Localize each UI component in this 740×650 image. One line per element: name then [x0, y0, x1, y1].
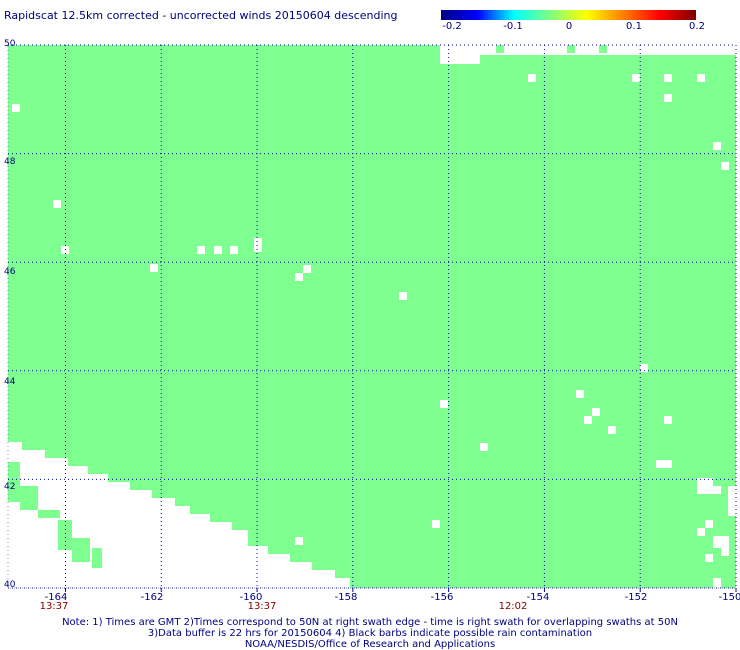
data-cell	[20, 486, 38, 510]
data-cell	[58, 520, 72, 550]
longitude-label: -150	[718, 592, 740, 603]
no-data-cell	[632, 74, 640, 82]
footnote-line-2: 3)Data buffer is 22 hrs for 20150604 4) …	[147, 628, 593, 639]
no-data-cell	[608, 426, 616, 434]
colorbar-tick: 0.2	[689, 21, 705, 32]
longitude-label: -154	[526, 592, 550, 603]
longitude-label: -164	[44, 592, 68, 603]
data-cell	[72, 538, 90, 562]
chart-title: Rapidscat 12.5km corrected - uncorrected…	[4, 9, 398, 22]
no-data-cell	[713, 536, 729, 548]
longitude-label: -162	[140, 592, 164, 603]
credit-line: NOAA/NESDIS/Office of Research and Appli…	[244, 639, 496, 650]
no-data-cell	[640, 364, 648, 372]
no-data-cell	[480, 443, 488, 451]
no-data-cell	[697, 486, 721, 494]
no-data-cell	[697, 478, 713, 486]
longitude-label: -156	[430, 592, 454, 603]
data-cell	[599, 45, 607, 53]
latitude-label: 40	[4, 580, 16, 590]
latitude-label: 44	[4, 377, 16, 387]
no-data-cell	[728, 486, 736, 516]
colorbar-tick: -0.1	[503, 21, 523, 32]
no-data-cell	[713, 578, 721, 588]
no-data-cell	[303, 265, 311, 273]
no-data-cell	[664, 416, 672, 424]
latitude-label: 48	[4, 157, 16, 167]
no-data-cell	[230, 246, 238, 254]
footnote-line-1: Note: 1) Times are GMT 2)Times correspon…	[62, 617, 678, 628]
no-data-region	[440, 45, 736, 64]
no-data-cell	[592, 408, 600, 416]
latitude-label: 50	[4, 39, 16, 49]
no-data-cell	[528, 74, 536, 82]
no-data-cell	[295, 273, 303, 281]
no-data-cell	[12, 104, 20, 112]
no-data-cell	[214, 246, 222, 254]
colorbar-tick: 0.1	[626, 21, 642, 32]
colorbar-tick: 0	[565, 21, 573, 32]
no-data-cell	[697, 528, 705, 536]
pass-time-label: 12:02	[498, 601, 528, 612]
latitude-label: 42	[4, 482, 16, 492]
no-data-cell	[697, 74, 705, 82]
colorbar	[441, 10, 696, 20]
no-data-cell	[399, 292, 407, 300]
no-data-cell	[150, 264, 158, 272]
no-data-cell	[584, 416, 592, 424]
no-data-cell	[664, 94, 672, 102]
no-data-cell	[53, 200, 61, 208]
data-cell	[92, 548, 102, 568]
data-cell	[567, 45, 575, 53]
longitude-label: -152	[624, 592, 648, 603]
no-data-cell	[432, 520, 440, 528]
longitude-label: -160	[239, 592, 263, 603]
plot-frame	[7, 44, 737, 589]
data-cell	[496, 45, 504, 53]
colorbar-tick: -0.2	[442, 21, 462, 32]
data-cell	[8, 462, 20, 502]
no-data-cell	[295, 537, 303, 545]
pass-time-label: 13:37	[39, 601, 69, 612]
no-data-cell	[713, 142, 721, 150]
latitude-label: 46	[4, 267, 16, 277]
no-data-cell	[664, 74, 672, 82]
no-data-cell	[705, 554, 713, 562]
pass-time-label: 13:37	[247, 601, 277, 612]
no-data-cell	[440, 400, 448, 408]
no-data-cell	[721, 548, 729, 556]
no-data-cell	[656, 460, 672, 468]
no-data-cell	[197, 246, 205, 254]
longitude-label: -158	[334, 592, 358, 603]
no-data-cell	[721, 162, 729, 170]
no-data-cell	[576, 390, 584, 398]
data-cell	[38, 510, 60, 518]
no-data-cell	[254, 238, 262, 252]
no-data-cell	[705, 520, 713, 528]
